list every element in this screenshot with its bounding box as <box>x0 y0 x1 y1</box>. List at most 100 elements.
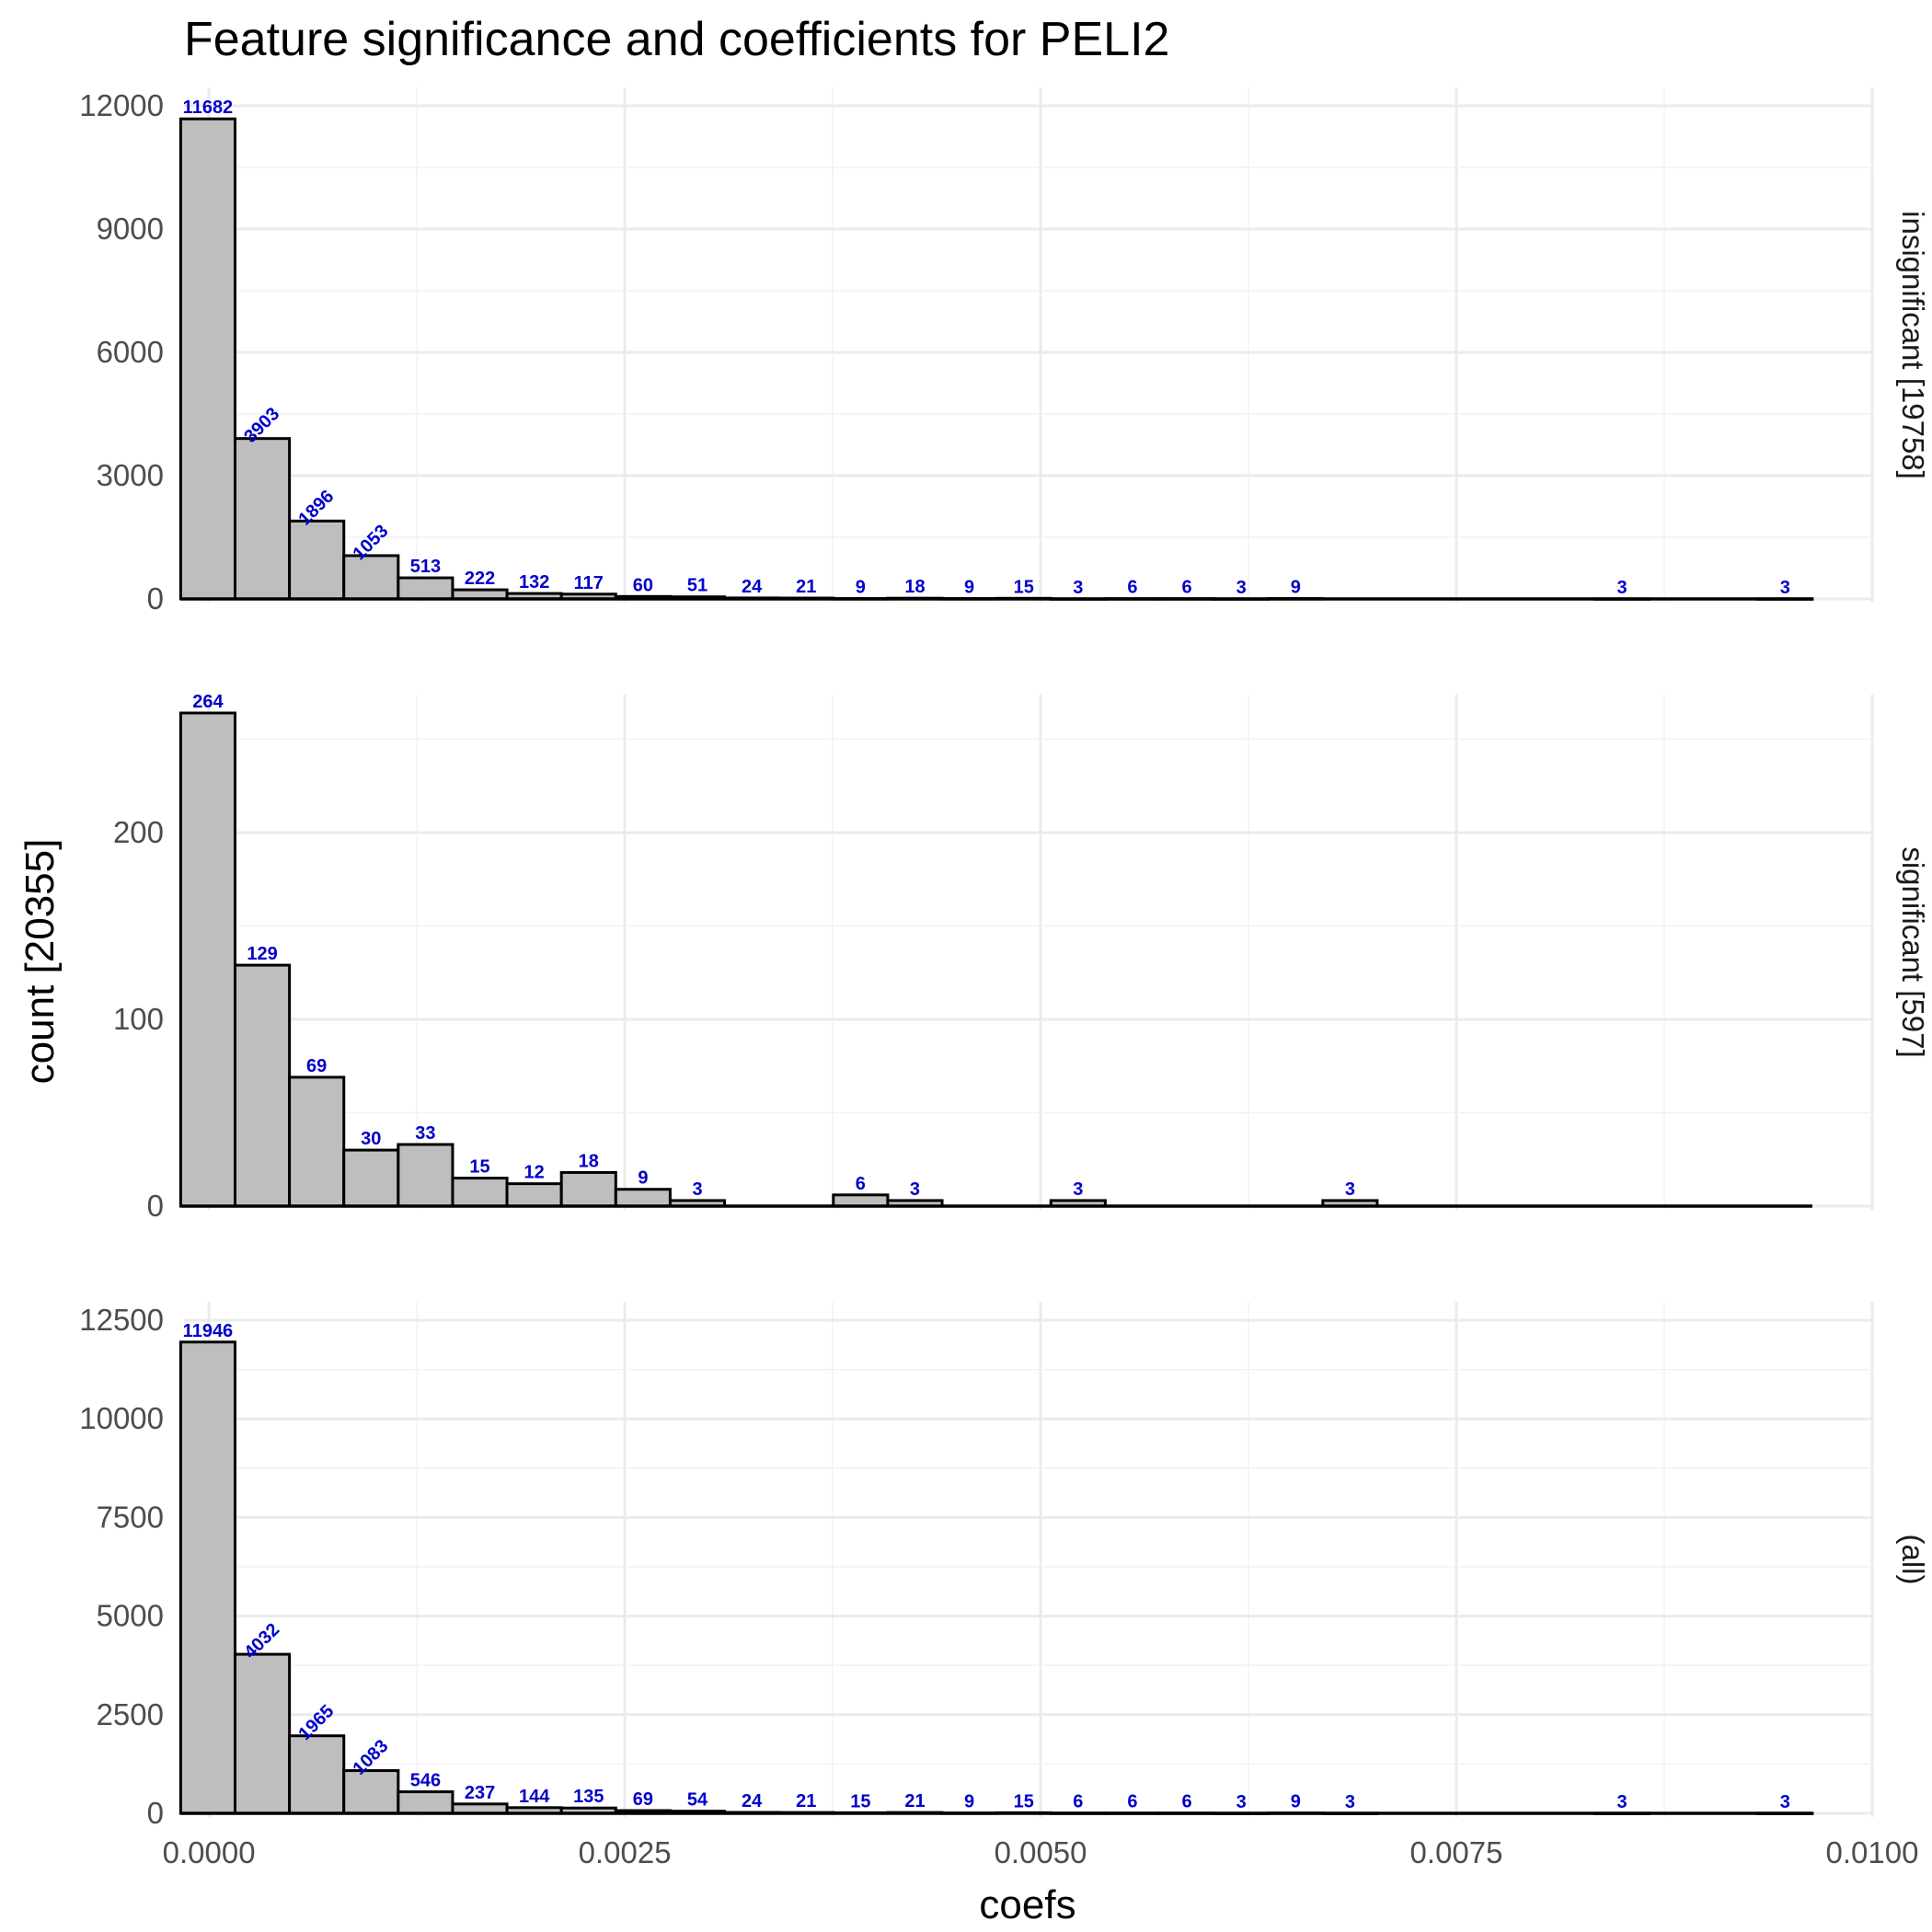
bar-count-label: 222 <box>465 569 495 589</box>
bar-count-label: 9 <box>856 578 866 598</box>
bar-count-label: 117 <box>574 573 604 593</box>
histogram-bar <box>288 519 346 601</box>
bar-count-label: 132 <box>519 572 549 592</box>
histogram-bar <box>451 1177 509 1208</box>
bar-count-label: 3 <box>1345 1792 1355 1812</box>
bar-count-label: 513 <box>410 557 441 577</box>
bar-count-label: 15 <box>1014 1791 1034 1811</box>
bar-count-label: 6 <box>1073 1792 1083 1812</box>
facet-strip-label: (all) <box>1896 1535 1930 1585</box>
bar-count-label: 135 <box>573 1787 604 1807</box>
bar-count-label: 15 <box>1014 577 1034 597</box>
bar-count-label: 6 <box>1181 1792 1191 1812</box>
bar-count-label: 6 <box>1181 578 1191 598</box>
y-tick-label: 10000 <box>79 1401 164 1435</box>
bar-count-label: 18 <box>904 577 925 597</box>
bar-count-label: 3 <box>1073 578 1083 598</box>
bar-count-label: 12 <box>524 1163 545 1183</box>
bar-count-label: 24 <box>742 577 763 597</box>
y-tick-label: 0 <box>147 581 164 615</box>
bar-count-label: 54 <box>687 1790 708 1811</box>
bar-count-label: 60 <box>633 575 653 595</box>
histogram-bar <box>234 963 292 1208</box>
bar-count-label: 129 <box>247 944 277 964</box>
y-tick-label: 100 <box>113 1002 164 1036</box>
bar-count-label: 11946 <box>183 1321 234 1341</box>
y-tick-label: 12500 <box>79 1303 164 1337</box>
histogram-bar <box>559 1170 617 1208</box>
bar-count-label: 3 <box>1616 1792 1627 1812</box>
bar-count-label: 9 <box>1291 1792 1301 1812</box>
bar-count-label: 3 <box>910 1179 920 1200</box>
histogram-bar <box>342 1769 400 1815</box>
y-tick-label: 6000 <box>97 335 164 369</box>
y-tick-label: 0 <box>147 1189 164 1223</box>
y-tick-label: 5000 <box>97 1599 164 1633</box>
bar-count-label: 15 <box>850 1791 870 1811</box>
histogram-bar <box>342 1148 400 1208</box>
bar-count-label: 237 <box>465 1783 495 1803</box>
bar-count-label: 11682 <box>183 98 234 118</box>
bar-count-label: 264 <box>192 692 224 712</box>
histogram-bar <box>288 1734 346 1815</box>
histogram-bar <box>397 1143 454 1208</box>
bar-count-label: 21 <box>796 577 816 597</box>
histogram-bar <box>288 1075 346 1208</box>
bar-count-label: 3 <box>692 1179 702 1200</box>
bar-count-label: 9 <box>638 1168 648 1189</box>
x-tick-label: 0.0000 <box>163 1835 256 1869</box>
bar-count-label: 144 <box>519 1787 550 1807</box>
facet-strip-label: significant [597] <box>1896 846 1930 1057</box>
bar-count-label: 3 <box>1236 1792 1247 1812</box>
facet-strip-label: insignificant [19758] <box>1896 211 1930 479</box>
y-tick-label: 9000 <box>97 212 164 246</box>
bar-count-label: 3 <box>1780 1792 1790 1812</box>
bar-count-label: 69 <box>633 1789 653 1810</box>
bar-count-label: 9 <box>1291 578 1301 598</box>
x-tick-label: 0.0100 <box>1826 1835 1919 1869</box>
bar-count-label: 15 <box>469 1157 489 1178</box>
bar-count-label: 33 <box>415 1123 435 1144</box>
histogram-bar <box>178 1340 237 1815</box>
y-tick-label: 3000 <box>97 458 164 492</box>
y-axis-title: count [20355] <box>17 839 63 1085</box>
bar-count-label: 21 <box>904 1791 925 1811</box>
x-axis-title: coefs <box>979 1882 1075 1927</box>
histogram-bar <box>178 711 237 1208</box>
bar-count-label: 24 <box>742 1791 763 1811</box>
histogram-bar <box>397 576 454 601</box>
bar-count-label: 6 <box>1127 578 1137 598</box>
bar-count-label: 30 <box>361 1129 381 1149</box>
histogram-bar <box>234 437 292 601</box>
y-tick-label: 7500 <box>97 1500 164 1534</box>
bar-count-label: 21 <box>796 1791 816 1811</box>
y-tick-label: 2500 <box>97 1697 164 1731</box>
histogram-bar <box>234 1652 292 1815</box>
bar-count-label: 51 <box>687 576 707 596</box>
histogram-bar <box>397 1790 454 1815</box>
bar-count-label: 3 <box>1073 1179 1083 1200</box>
bar-count-label: 546 <box>410 1771 441 1791</box>
bar-count-label: 9 <box>964 1792 974 1812</box>
histogram-bar <box>614 1188 672 1208</box>
histogram-bar <box>832 1193 890 1208</box>
y-tick-label: 12000 <box>79 88 164 122</box>
bar-count-label: 9 <box>964 578 974 598</box>
bar-count-label: 18 <box>579 1151 599 1171</box>
bar-count-label: 6 <box>1127 1792 1137 1812</box>
x-tick-label: 0.0025 <box>579 1835 672 1869</box>
bar-count-label: 3 <box>1780 578 1790 598</box>
histogram-bar <box>342 554 400 601</box>
histogram-bar <box>505 1182 563 1208</box>
bar-count-label: 6 <box>856 1174 866 1194</box>
bar-count-label: 3 <box>1236 578 1247 598</box>
chart-title: Feature significance and coefficients fo… <box>184 13 1169 66</box>
histogram-bar <box>178 117 237 601</box>
x-tick-label: 0.0075 <box>1410 1835 1503 1869</box>
y-tick-label: 0 <box>147 1796 164 1830</box>
